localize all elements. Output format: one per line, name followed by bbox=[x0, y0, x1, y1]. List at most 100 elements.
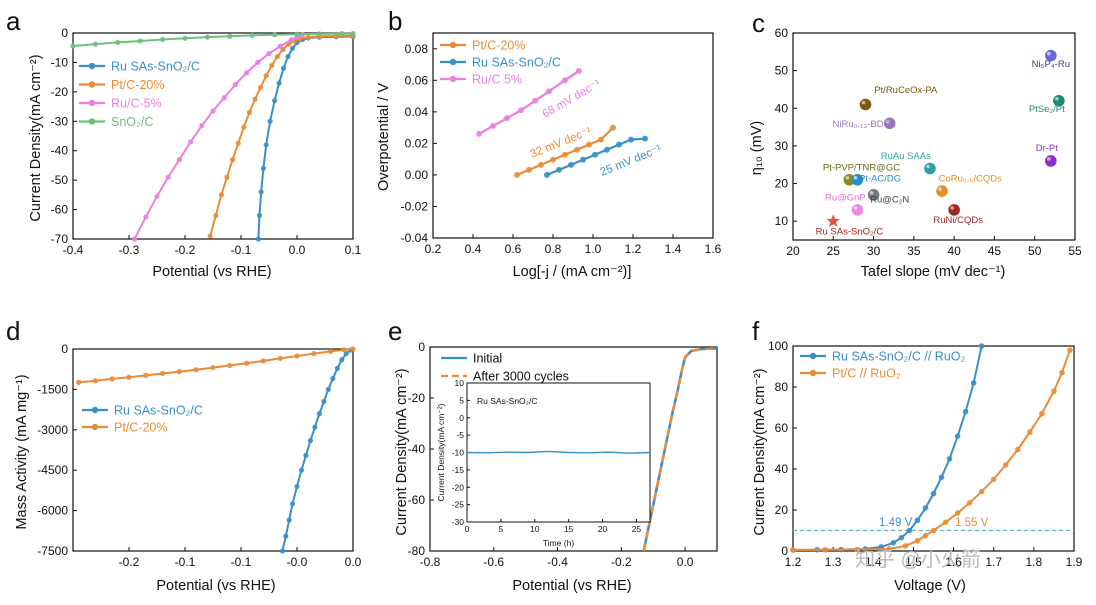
panel-d-letter: d bbox=[6, 316, 20, 346]
panel-f: f 1.2 1.3 1.4 1.5 1.6 1.7 1.8 1.9 0 20 40 60 80 100 Ru… bbox=[752, 316, 1083, 594]
scatter-point-label: Pt-PVP/TNR@GC bbox=[823, 162, 900, 173]
data-point bbox=[263, 73, 269, 79]
data-point bbox=[343, 350, 349, 357]
inset-x-tick-label: 25 bbox=[632, 524, 642, 534]
y-tick-label: 0.04 bbox=[405, 105, 429, 119]
data-point bbox=[199, 123, 205, 129]
y-tick-label: -3000 bbox=[37, 423, 68, 437]
inset-y-tick-label: -25 bbox=[452, 500, 465, 510]
data-point bbox=[221, 95, 227, 101]
data-point bbox=[244, 360, 250, 366]
legend-marker bbox=[88, 99, 96, 107]
y-tick-label: 0 bbox=[781, 544, 788, 558]
data-point bbox=[1051, 388, 1057, 394]
y-tick-label: -80 bbox=[408, 544, 426, 558]
inset-label: Ru SAs-SnO₂/C bbox=[477, 396, 537, 406]
data-point bbox=[316, 31, 322, 37]
data-point bbox=[490, 123, 496, 130]
inset-x-tick-label: 5 bbox=[499, 524, 504, 534]
data-point bbox=[305, 34, 311, 40]
series-line-sno-c bbox=[72, 32, 353, 47]
x-tick-label: -0.1 bbox=[175, 555, 196, 569]
panel-c-frame bbox=[792, 32, 1076, 241]
data-point bbox=[235, 140, 241, 146]
legend-label: After 3000 cycles bbox=[473, 370, 569, 384]
data-point bbox=[143, 372, 149, 378]
x-tick-label: -0.2 bbox=[175, 243, 196, 257]
data-point bbox=[256, 212, 263, 219]
data-point bbox=[227, 33, 233, 39]
inset-x-tick-label: 10 bbox=[530, 524, 540, 534]
data-point bbox=[260, 165, 266, 171]
onset-voltage-label: 1.49 V bbox=[879, 517, 913, 529]
y-tick-label: 60 bbox=[775, 26, 789, 40]
x-tick-label: 1.2 bbox=[625, 242, 642, 256]
data-point bbox=[532, 97, 538, 104]
x-tick-label: 1.4 bbox=[665, 242, 682, 256]
data-point bbox=[616, 141, 622, 148]
scatter-point-label: Ru@C₂N bbox=[870, 194, 909, 205]
panel-c: c 20 25 30 35 40 45 50 55 10 20 30 40 50 60 Ni₅P₄-Ru Pt… bbox=[749, 8, 1082, 280]
data-point bbox=[224, 174, 230, 180]
y-tick-label: -6000 bbox=[37, 504, 68, 518]
x-tick-label: 25 bbox=[827, 244, 841, 258]
panel-f-xlabel: Voltage (V) bbox=[894, 578, 966, 594]
x-tick-label: 35 bbox=[907, 244, 921, 258]
scatter-point-highlight bbox=[1047, 157, 1051, 161]
panel-f-frame bbox=[792, 345, 1075, 552]
inset-y-tick-label: -30 bbox=[452, 517, 465, 527]
y-tick-label: 0 bbox=[61, 26, 68, 40]
x-tick-label: 1.9 bbox=[1066, 555, 1083, 569]
tafel-slope-label: 68 mV dec⁻¹ bbox=[541, 78, 603, 121]
y-tick-label: -60 bbox=[51, 203, 69, 217]
y-tick-label: -20 bbox=[51, 85, 69, 99]
data-point bbox=[280, 65, 287, 71]
data-point bbox=[204, 34, 210, 40]
y-tick-label: -10 bbox=[51, 55, 69, 69]
inset-x-tick-label: 15 bbox=[564, 524, 574, 534]
data-point bbox=[272, 32, 278, 38]
data-point bbox=[276, 80, 282, 86]
scatter-point-highlight bbox=[845, 175, 850, 180]
data-point bbox=[1059, 369, 1065, 376]
scatter-point-label: Pt/RuCeOx-PA bbox=[874, 85, 938, 96]
inset-y-tick-label: -5 bbox=[456, 430, 464, 440]
legend-label: Ru SAs-SnO₂/C // RuO₂ bbox=[832, 350, 965, 364]
data-point bbox=[213, 212, 219, 219]
x-tick-label: 45 bbox=[988, 244, 1002, 258]
data-point bbox=[272, 98, 278, 104]
x-tick-label: -0.8 bbox=[420, 555, 441, 569]
x-tick-label: -0.0 bbox=[287, 555, 308, 569]
panel-b-letter: b bbox=[388, 6, 402, 36]
data-point bbox=[115, 39, 121, 46]
data-point bbox=[886, 546, 893, 552]
panel-e-xlabel: Potential (vs RHE) bbox=[512, 578, 631, 594]
data-point bbox=[330, 376, 336, 382]
data-point bbox=[255, 236, 261, 242]
data-point bbox=[966, 500, 973, 506]
inset-ylabel: Current Density(mA cm⁻²) bbox=[436, 403, 446, 501]
data-point bbox=[1002, 462, 1009, 468]
x-tick-label: 1.3 bbox=[825, 555, 842, 569]
data-point bbox=[339, 30, 345, 37]
data-point bbox=[350, 30, 356, 37]
inset-x-tick-label: 0 bbox=[465, 524, 470, 534]
y-tick-label: 20 bbox=[775, 503, 789, 517]
scatter-point-highlight bbox=[885, 119, 890, 124]
legend-label: SnO₂/C bbox=[111, 115, 153, 129]
y-tick-label: -40 bbox=[408, 442, 426, 456]
data-point bbox=[538, 161, 544, 168]
data-point bbox=[176, 156, 182, 163]
data-point bbox=[92, 41, 98, 47]
y-tick-label: 10 bbox=[775, 214, 789, 228]
y-tick-label: 100 bbox=[768, 339, 788, 353]
x-tick-label: 0.8 bbox=[545, 242, 562, 256]
data-point bbox=[854, 546, 861, 553]
data-point bbox=[1027, 429, 1033, 435]
x-tick-label: 0.2 bbox=[425, 242, 442, 256]
scatter-point-highlight bbox=[869, 191, 874, 195]
scatter-point bbox=[924, 162, 936, 175]
scatter-point-highlight bbox=[926, 164, 930, 169]
inset-series-line bbox=[466, 450, 651, 454]
inset-y-tick-label: 5 bbox=[459, 395, 464, 405]
